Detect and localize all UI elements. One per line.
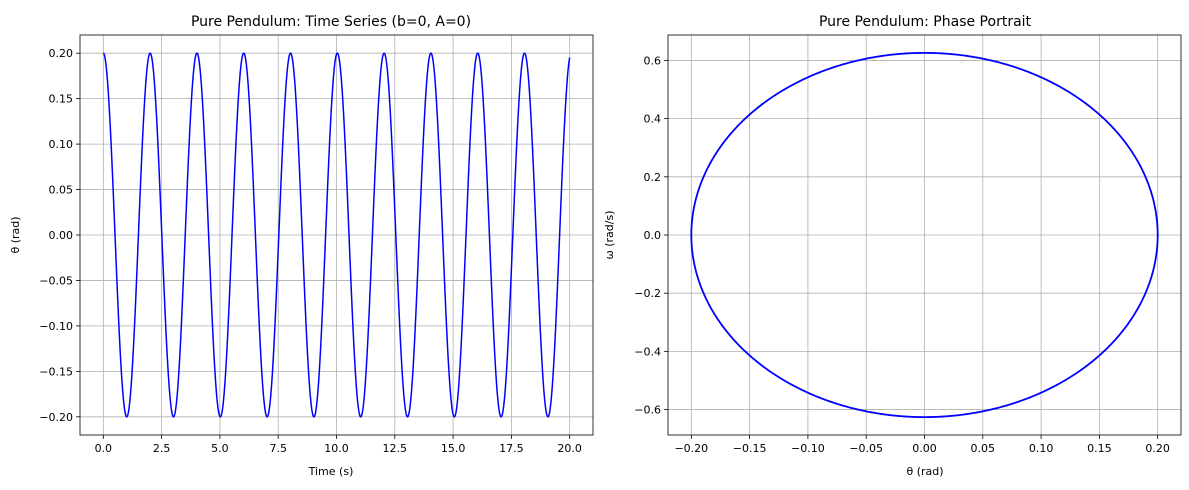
y-tick-label: 0.20 — [49, 47, 74, 60]
x-tick-label: 0.0 — [95, 442, 113, 455]
x-tick-label: 2.5 — [153, 442, 171, 455]
y-axis-label: θ (rad) — [9, 216, 22, 253]
x-tick-label: −0.05 — [849, 442, 883, 455]
x-tick-label: 0.10 — [1029, 442, 1054, 455]
x-tick-label: −0.20 — [674, 442, 708, 455]
x-tick-label: 10.0 — [324, 442, 349, 455]
x-tick-label: 12.5 — [383, 442, 408, 455]
time-series-chart: Pure Pendulum: Time Series (b=0, A=0) Ti… — [9, 14, 594, 478]
x-tick-label: 7.5 — [269, 442, 287, 455]
y-tick-label: −0.4 — [634, 345, 661, 358]
y-axis-label: ω (rad/s) — [603, 211, 616, 260]
y-tick-label: −0.20 — [39, 411, 73, 424]
x-tick-label: −0.15 — [733, 442, 767, 455]
x-tick-label: 17.5 — [499, 442, 524, 455]
y-tick-label: 0.05 — [49, 184, 74, 197]
x-axis-label: Time (s) — [308, 465, 354, 478]
phase-portrait-chart: Pure Pendulum: Phase Portrait θ (rad) ω … — [603, 14, 1182, 478]
x-tick-label: 0.15 — [1087, 442, 1112, 455]
theta-series-line — [102, 52, 571, 418]
x-tick-label: −0.10 — [791, 442, 825, 455]
chart-title: Pure Pendulum: Phase Portrait — [819, 14, 1032, 30]
x-tick-label: 5.0 — [211, 442, 229, 455]
y-tick-label: 0.00 — [49, 229, 74, 242]
y-tick-label: −0.15 — [39, 365, 73, 378]
y-tick-label: −0.10 — [39, 320, 73, 333]
y-tick-label: 0.10 — [49, 138, 74, 151]
y-tick-label: 0.15 — [49, 93, 74, 106]
x-tick-label: 0.05 — [971, 442, 996, 455]
y-tick-label: 0.0 — [644, 229, 662, 242]
y-tick-label: 0.6 — [644, 54, 662, 67]
x-tick-label: 15.0 — [441, 442, 466, 455]
chart-title: Pure Pendulum: Time Series (b=0, A=0) — [191, 14, 471, 30]
x-tick-label: 0.00 — [912, 442, 937, 455]
x-tick-label: 20.0 — [557, 442, 582, 455]
y-tick-label: −0.6 — [634, 404, 661, 417]
x-tick-label: 0.20 — [1145, 442, 1170, 455]
x-axis-label: θ (rad) — [906, 465, 943, 478]
y-tick-label: 0.2 — [644, 171, 662, 184]
phase-orbit-line — [690, 51, 1159, 419]
y-tick-label: 0.4 — [644, 113, 662, 126]
y-tick-label: −0.2 — [634, 287, 661, 300]
plot-frame — [667, 34, 1182, 436]
y-tick-label: −0.05 — [39, 274, 73, 287]
plot-frame — [79, 34, 594, 436]
